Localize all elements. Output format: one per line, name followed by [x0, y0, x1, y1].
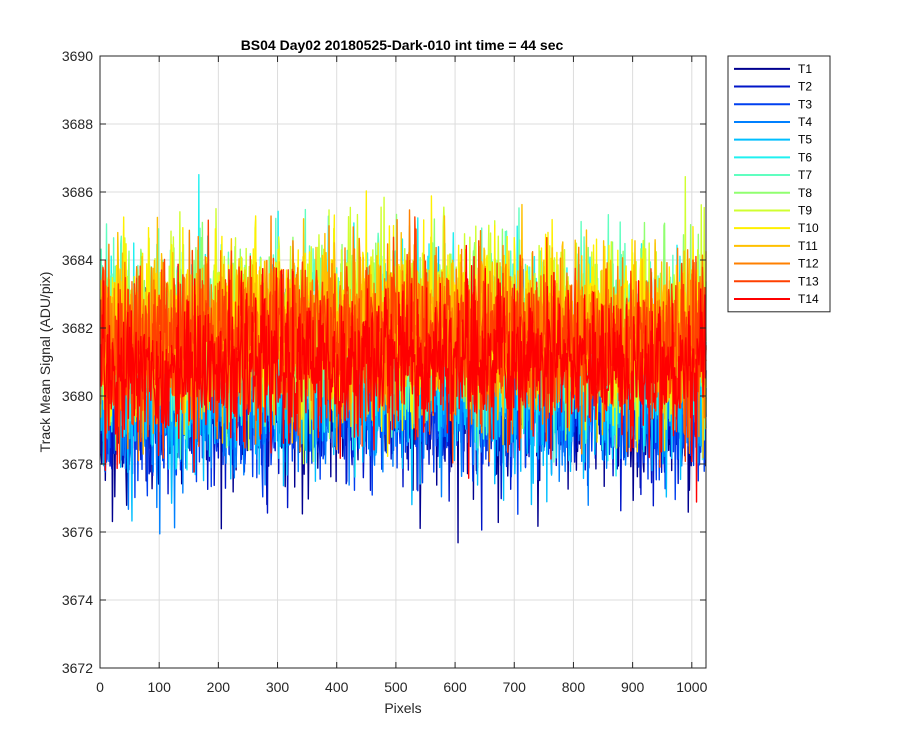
- series-line-t14: [99, 244, 707, 503]
- y-tick-label: 3682: [62, 320, 93, 336]
- legend: T1 T2 T3 T4 T5 T6 T7 T8 T9 T10 T11 T12 T13 T14: [727, 55, 831, 313]
- x-tick-label: 800: [562, 679, 586, 695]
- x-axis-label: Pixels: [384, 700, 421, 716]
- y-tick-label: 3690: [62, 48, 93, 64]
- legend-label-t7: T7: [798, 168, 812, 182]
- y-tick-label: 3680: [62, 388, 93, 404]
- series-lines: [99, 173, 707, 544]
- x-tick-label: 600: [443, 679, 467, 695]
- x-tick-label: 700: [503, 679, 527, 695]
- x-tick-label: 100: [148, 679, 172, 695]
- y-axis-label: Track Mean Signal (ADU/pix): [37, 272, 53, 453]
- x-tick-label: 0: [96, 679, 104, 695]
- y-tick-label: 3674: [62, 592, 93, 608]
- legend-label-t9: T9: [798, 203, 812, 217]
- y-tick-label: 3684: [62, 252, 93, 268]
- legend-label-t13: T13: [798, 274, 819, 288]
- legend-label-t3: T3: [798, 97, 812, 111]
- y-tick-label: 3688: [62, 116, 93, 132]
- legend-label-t4: T4: [798, 115, 812, 129]
- legend-label-t11: T11: [798, 239, 818, 253]
- y-tick-label: 3678: [62, 456, 93, 472]
- legend-label-t1: T1: [798, 62, 812, 76]
- x-tick-label: 900: [621, 679, 645, 695]
- axes-box: [99, 55, 707, 669]
- chart-title: BS04 Day02 20180525-Dark-010 int time = …: [241, 37, 564, 53]
- x-tick-label: 200: [207, 679, 231, 695]
- y-tick-label: 3672: [62, 660, 93, 676]
- legend-label-t5: T5: [798, 133, 812, 147]
- legend-box: [727, 55, 831, 313]
- legend-label-t2: T2: [798, 80, 812, 94]
- x-tick-label: 1000: [676, 679, 707, 695]
- y-tick-label: 3676: [62, 524, 93, 540]
- x-axis-ticks: 0 100 200 300 400 500 600 700 800 900 1000: [96, 56, 708, 695]
- x-tick-label: 500: [384, 679, 408, 695]
- legend-label-t10: T10: [798, 221, 819, 235]
- x-tick-label: 300: [266, 679, 290, 695]
- legend-label-t8: T8: [798, 186, 812, 200]
- x-tick-label: 400: [325, 679, 349, 695]
- legend-label-t12: T12: [798, 257, 819, 271]
- legend-label-t6: T6: [798, 150, 812, 164]
- y-axis-ticks: 3672 3674 3676 3678 3680 3682 3684 3686 3688 3690: [62, 48, 706, 676]
- legend-label-t14: T14: [798, 292, 819, 306]
- y-tick-label: 3686: [62, 184, 93, 200]
